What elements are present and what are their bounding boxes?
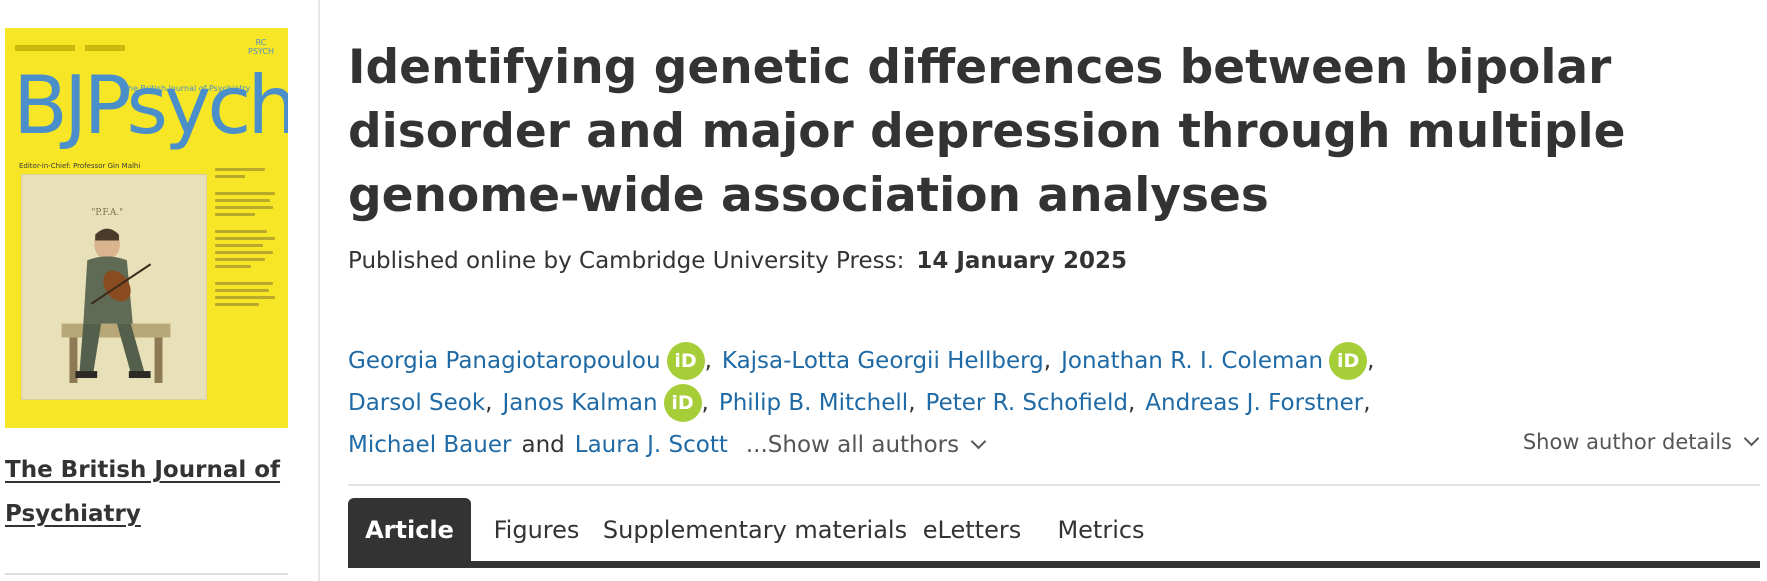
journal-name-link[interactable]: The British Journal of Psychiatry <box>5 457 281 527</box>
author-separator: , <box>704 348 712 374</box>
tab-figures[interactable]: Figures <box>493 515 580 544</box>
show-all-authors-label: ...Show all authors <box>745 432 960 458</box>
orcid-icon[interactable]: iD <box>663 384 702 422</box>
author-separator: , <box>485 390 493 416</box>
author-separator: , <box>1127 390 1136 416</box>
author-list: Georgia Panagiotaropoulou iD, Kajsa-Lott… <box>348 340 1748 466</box>
author-link[interactable]: Janos Kalman <box>502 390 658 416</box>
author-link[interactable]: Darsol Seok <box>348 390 486 416</box>
journal-cover-image[interactable]: RC PSYCH BJPsych The British Journal of P… <box>5 28 288 428</box>
published-label: Published online by Cambridge University… <box>348 248 905 274</box>
author-link[interactable]: Peter R. Schofield <box>925 390 1128 416</box>
cover-illustration: "P.F.A." <box>21 174 207 400</box>
cover-logo: BJPsych <box>13 59 288 152</box>
cover-editor: Editor-in-Chief: Professor Gin Malhi <box>19 162 141 170</box>
tab-supplementary-materials[interactable]: Supplementary materials <box>602 515 908 544</box>
author-separator: , <box>1043 348 1052 374</box>
and-label: and <box>521 432 565 458</box>
publication-info: Published online by Cambridge University… <box>348 248 1127 274</box>
author-link[interactable]: Laura J. Scott <box>574 432 728 458</box>
author-row: Darsol Seok, Janos Kalman iD, Philip B. … <box>348 382 1748 424</box>
show-author-details-label: Show author details <box>1522 430 1732 454</box>
sidebar-divider <box>5 573 288 575</box>
show-all-authors-button[interactable]: ...Show all authors <box>745 424 987 466</box>
author-link[interactable]: Philip B. Mitchell <box>718 390 909 416</box>
author-row: Michael Bauer and Laura J. Scott ...Show… <box>348 424 1748 466</box>
cover-subtitle: The British Journal of Psychiatry <box>123 84 251 93</box>
journal-sidebar: RC PSYCH BJPsych The British Journal of P… <box>0 0 320 581</box>
cover-crest-icon: RC PSYCH <box>248 38 274 56</box>
tabs-underline <box>348 561 1760 568</box>
author-separator: , <box>908 390 916 416</box>
authors-divider <box>348 484 1760 486</box>
article-tabs: Article Figures Supplementary materials … <box>348 498 1760 568</box>
author-separator: , <box>1363 390 1371 416</box>
cover-contents-list <box>215 168 283 310</box>
orcid-icon[interactable]: iD <box>666 342 705 380</box>
cover-issue-strip <box>15 36 205 51</box>
published-date: 14 January 2025 <box>916 248 1128 274</box>
chevron-down-icon <box>1743 430 1760 447</box>
author-row: Georgia Panagiotaropoulou iD, Kajsa-Lott… <box>348 340 1748 382</box>
article-header: Identifying genetic differences between … <box>348 0 1767 581</box>
chevron-down-icon <box>970 433 987 450</box>
svg-text:"P.F.A.": "P.F.A." <box>91 208 123 218</box>
author-link[interactable]: Andreas J. Forstner <box>1145 390 1364 416</box>
author-link[interactable]: Jonathan R. I. Coleman <box>1061 348 1324 374</box>
author-link[interactable]: Georgia Panagiotaropoulou <box>348 348 661 374</box>
tab-metrics[interactable]: Metrics <box>1057 515 1145 544</box>
author-link[interactable]: Michael Bauer <box>348 432 512 458</box>
orcid-icon[interactable]: iD <box>1329 342 1368 380</box>
show-author-details-button[interactable]: Show author details <box>1522 430 1760 454</box>
violinist-illustration: "P.F.A." <box>22 175 206 399</box>
author-link[interactable]: Kajsa-Lotta Georgii Hellberg <box>721 348 1044 374</box>
article-title: Identifying genetic differences between … <box>348 40 1626 223</box>
author-separator: , <box>701 390 709 416</box>
author-separator: , <box>1367 348 1375 374</box>
tab-eletters[interactable]: eLetters <box>922 515 1022 544</box>
tab-article[interactable]: Article <box>348 498 471 561</box>
